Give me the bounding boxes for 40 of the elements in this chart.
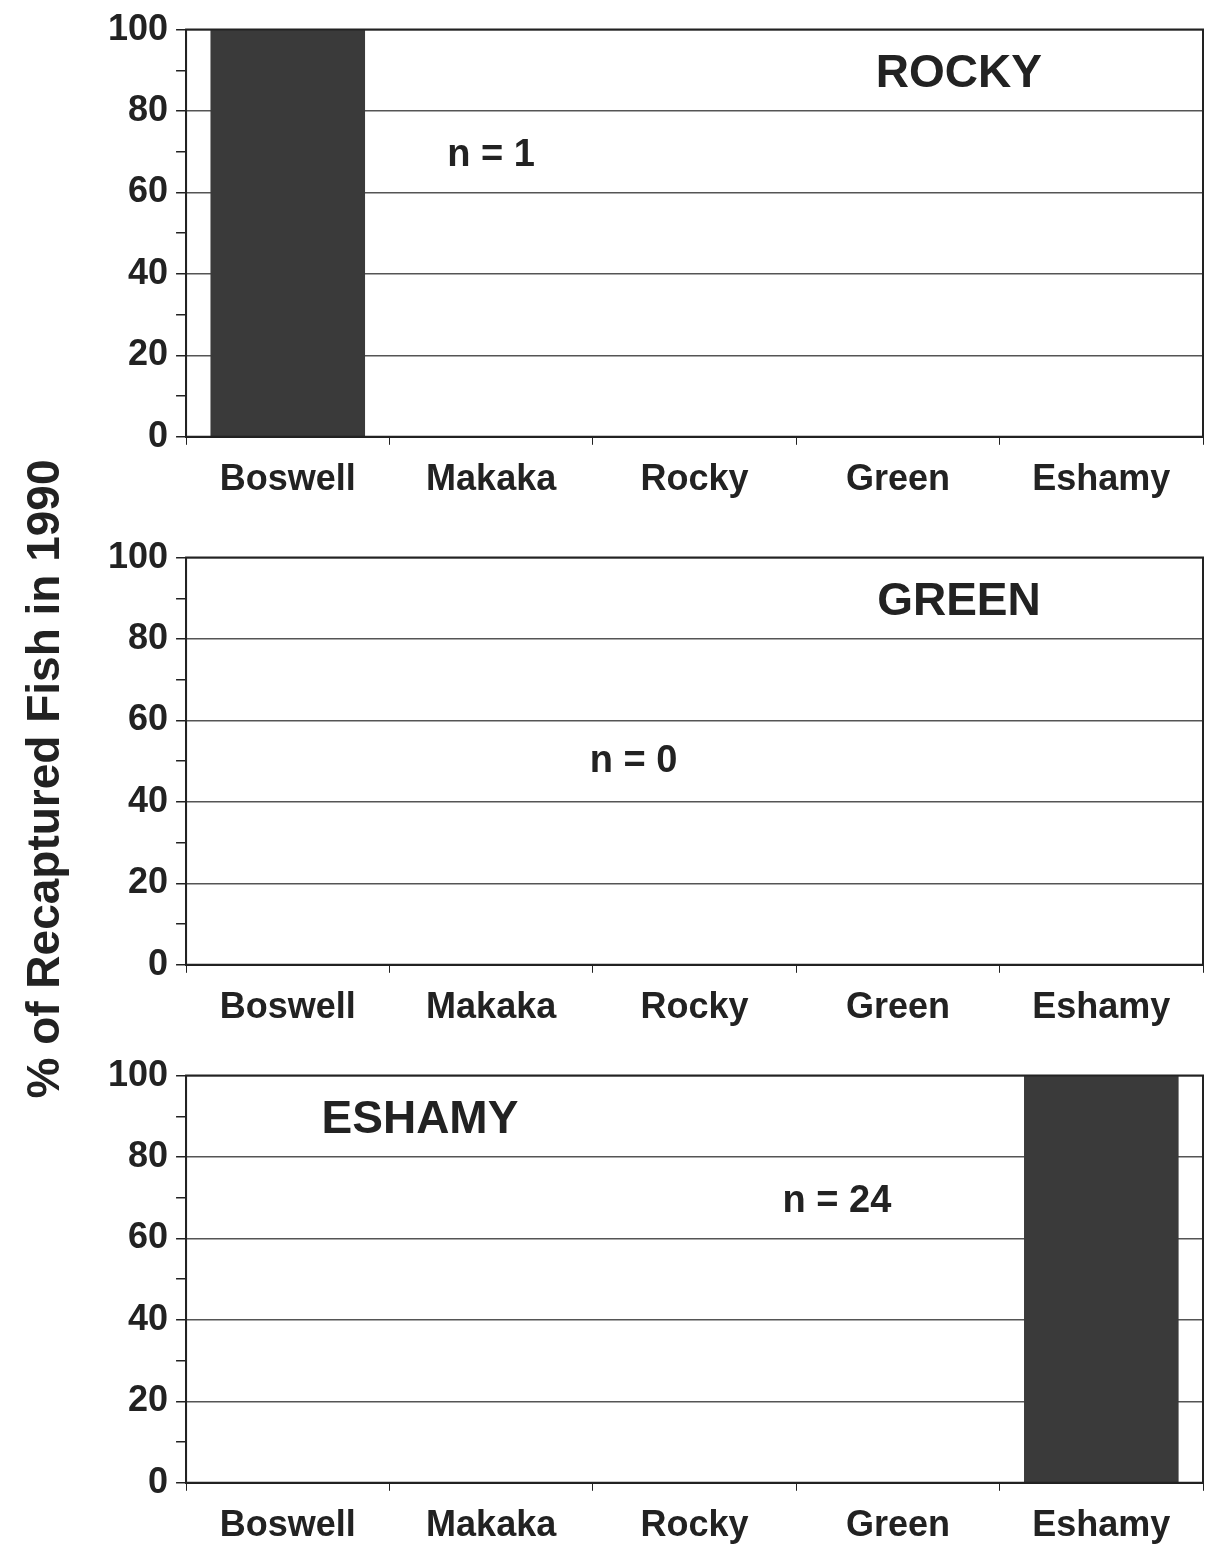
y-tick-label: 60 [128,1215,169,1257]
y-tick-label: 60 [128,697,169,739]
x-tick-label: Boswell [219,457,356,499]
y-tick-label: 80 [128,87,169,129]
x-tick-label: Boswell [219,1503,356,1545]
x-tick-label: Makaka [426,457,558,499]
chart-title: GREEN [877,573,1041,626]
y-tick-label: 20 [128,1378,169,1420]
x-tick-label: Green [845,1503,950,1545]
annotation: n = 0 [589,737,678,780]
x-tick-label: Makaka [426,985,558,1027]
x-tick-label: Green [845,457,950,499]
y-tick-label: 0 [148,1459,169,1501]
y-tick-label: 0 [148,941,169,983]
x-tick-label: Eshamy [1032,985,1171,1027]
y-tick-label: 100 [107,534,169,576]
annotation: n = 1 [447,132,535,175]
x-tick-label: Eshamy [1032,457,1171,499]
x-tick-label: Boswell [219,985,356,1027]
y-tick-label: 0 [148,413,169,455]
y-tick-label: 20 [128,332,169,374]
y-tick-label: 20 [128,860,169,902]
y-tick-label: 100 [107,6,169,48]
x-tick-label: Green [845,985,950,1027]
chart-title: ROCKY [875,45,1042,98]
y-tick-label: 80 [128,1133,169,1175]
x-tick-label: Eshamy [1032,1503,1171,1545]
y-tick-label: 40 [128,1296,169,1338]
x-tick-label: Rocky [640,1503,749,1545]
x-tick-label: Rocky [640,985,749,1027]
y-tick-label: 40 [128,778,169,820]
y-tick-label: 60 [128,169,169,211]
y-tick-label: 100 [107,1052,169,1094]
y-axis-title: % of Recaptured Fish in 1990 [16,459,70,1099]
y-tick-label: 40 [128,250,169,292]
x-tick-label: Rocky [640,457,749,499]
x-tick-label: Makaka [426,1503,558,1545]
y-tick-label: 80 [128,615,169,657]
chart-title: ESHAMY [321,1091,519,1144]
annotation: n = 24 [782,1178,892,1221]
